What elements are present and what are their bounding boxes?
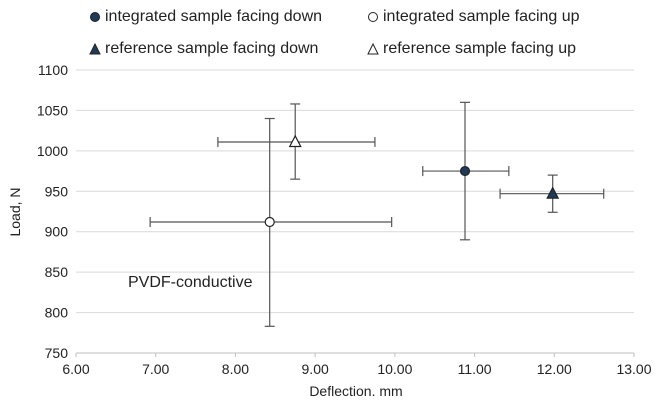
y-tick-label: 800 — [45, 305, 69, 321]
y-tick-label: 1050 — [37, 102, 68, 118]
x-tick-label: 7.00 — [142, 361, 169, 377]
open-triangle-marker-icon — [367, 42, 379, 55]
x-tick-label: 6.00 — [62, 361, 89, 377]
legend-label: integrated sample facing up — [383, 8, 580, 25]
legend-item-integrated-down: integrated sample facing down — [88, 8, 322, 26]
filled-triangle-marker-icon — [89, 42, 101, 55]
gridlines — [76, 69, 634, 354]
data-point-2 — [546, 186, 560, 199]
legend-label: reference sample facing up — [383, 40, 576, 57]
filled-circle-marker-icon — [90, 12, 100, 22]
y-tick-label: 850 — [45, 264, 69, 280]
x-tick-label: 8.00 — [222, 361, 249, 377]
x-axis-label: Deflection. mm — [309, 383, 402, 399]
y-axis-label: Load, N — [7, 187, 23, 236]
y-tick-label: 950 — [45, 183, 69, 199]
y-tick-label: 900 — [45, 224, 69, 240]
x-tick-label: 10.00 — [377, 361, 412, 377]
x-tick-label: 11.00 — [458, 361, 492, 377]
legend-item-integrated-up: integrated sample facing up — [366, 8, 580, 26]
chart-annotation: PVDF-conductive — [128, 274, 253, 291]
data-point-0 — [459, 165, 471, 177]
tick-labels: 750 800 850 900 950 1000 1050 1100 6.00 7.00 8.00 9… — [37, 62, 652, 377]
x-tick-label: 9.00 — [302, 361, 329, 377]
data-points — [264, 134, 560, 228]
error-bars — [149, 101, 605, 327]
y-tick-label: 1100 — [38, 62, 68, 78]
legend-label: integrated sample facing down — [105, 8, 323, 25]
y-tick-label: 1000 — [37, 143, 68, 159]
y-tick-label: 750 — [45, 345, 69, 361]
axes — [75, 352, 635, 357]
x-tick-label: 13.00 — [616, 361, 651, 377]
data-point-1 — [264, 216, 275, 228]
open-circle-marker-icon — [368, 12, 378, 22]
legend: integrated sample facing down integrated… — [88, 6, 648, 64]
x-tick-label: 12.00 — [537, 361, 572, 377]
legend-item-reference-down: reference sample facing down — [88, 40, 318, 58]
legend-label: reference sample facing down — [105, 40, 319, 57]
data-point-3 — [288, 134, 302, 148]
legend-item-reference-up: reference sample facing up — [366, 40, 576, 58]
